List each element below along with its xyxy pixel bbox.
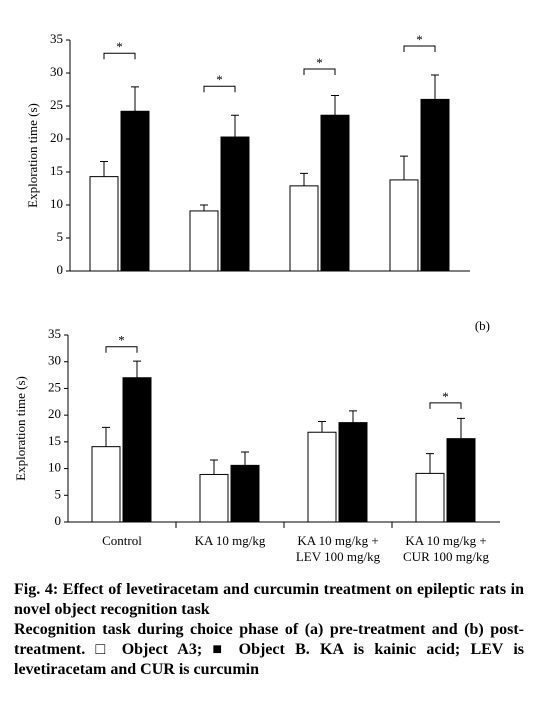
y-axis-label: Exploration time (s) xyxy=(25,103,40,208)
error-bar xyxy=(133,360,141,378)
significance-star: * xyxy=(416,32,423,47)
bar xyxy=(415,472,445,523)
y-tick-label: 20 xyxy=(48,406,61,421)
error-bar xyxy=(426,453,434,474)
error-bar xyxy=(300,172,308,186)
error-bar xyxy=(231,114,239,138)
significance-star: * xyxy=(118,333,125,348)
bar xyxy=(338,422,368,523)
bar xyxy=(230,464,260,523)
error-bar xyxy=(241,451,249,466)
y-tick-label: 15 xyxy=(50,163,63,178)
significance-bracket xyxy=(429,402,462,409)
caption-text: Recognition task during choice phase of … xyxy=(14,621,524,678)
caption: Fig. 4: Effect of levetiracetam and curc… xyxy=(14,580,524,680)
y-tick-label: 0 xyxy=(57,262,64,277)
error-bar xyxy=(200,204,208,211)
y-tick-label: 15 xyxy=(48,433,61,448)
y-tick-label: 25 xyxy=(48,379,61,394)
bar xyxy=(389,179,419,272)
y-axis-label: Exploration time (s) xyxy=(13,376,28,481)
bar xyxy=(320,114,350,272)
y-tick-label: 20 xyxy=(50,130,63,145)
error-bar xyxy=(349,410,357,423)
x-tick-label: KA 10 mg/kg xyxy=(195,533,266,548)
x-tick-label: LEV 100 mg/kg xyxy=(296,549,381,564)
bar xyxy=(420,98,450,272)
error-bar xyxy=(400,155,408,180)
y-tick-label: 10 xyxy=(48,460,61,475)
bar xyxy=(189,210,219,272)
error-bar xyxy=(102,426,110,447)
bar xyxy=(91,446,121,523)
y-tick-label: 10 xyxy=(50,196,63,211)
error-bar xyxy=(457,417,465,439)
y-tick-label: 5 xyxy=(57,229,64,244)
error-bar xyxy=(431,74,439,100)
figure: 0 5 10 15 20 25 30 35 Exploration time (s) * * * * 0 5… xyxy=(13,31,500,564)
x-tick-label: KA 10 mg/kg + xyxy=(405,533,486,548)
significance-bracket xyxy=(203,85,236,93)
bar xyxy=(89,176,119,272)
significance-star: * xyxy=(316,55,323,70)
significance-star: * xyxy=(216,72,223,87)
x-tick-label: CUR 100 mg/kg xyxy=(403,549,489,564)
bar xyxy=(220,136,250,272)
error-bar xyxy=(318,421,326,433)
bar xyxy=(199,473,229,523)
error-bar xyxy=(100,160,108,177)
bar xyxy=(289,185,319,272)
caption-title: Fig. 4: Effect of levetiracetam and curc… xyxy=(14,581,524,618)
significance-star: * xyxy=(442,389,449,404)
y-tick-label: 25 xyxy=(50,97,63,112)
error-bar xyxy=(210,459,218,475)
bar xyxy=(446,438,476,523)
x-tick-label: KA 10 mg/kg + xyxy=(297,533,378,548)
error-bar xyxy=(331,94,339,116)
significance-bracket xyxy=(105,346,138,353)
y-tick-label: 30 xyxy=(48,353,61,368)
significance-star: * xyxy=(116,39,123,54)
significance-bracket xyxy=(403,45,436,52)
y-tick-label: 35 xyxy=(50,31,63,46)
y-tick-label: 5 xyxy=(55,486,62,501)
bar xyxy=(307,431,337,523)
y-tick-label: 30 xyxy=(50,64,63,79)
significance-bracket xyxy=(303,68,336,76)
panel-label: (b) xyxy=(475,318,490,333)
x-tick-label: Control xyxy=(102,533,142,548)
bar xyxy=(120,110,150,272)
y-tick-label: 35 xyxy=(48,326,61,341)
y-tick-label: 0 xyxy=(55,513,62,528)
bar xyxy=(122,377,152,523)
significance-bracket xyxy=(103,52,136,60)
error-bar xyxy=(131,86,139,112)
